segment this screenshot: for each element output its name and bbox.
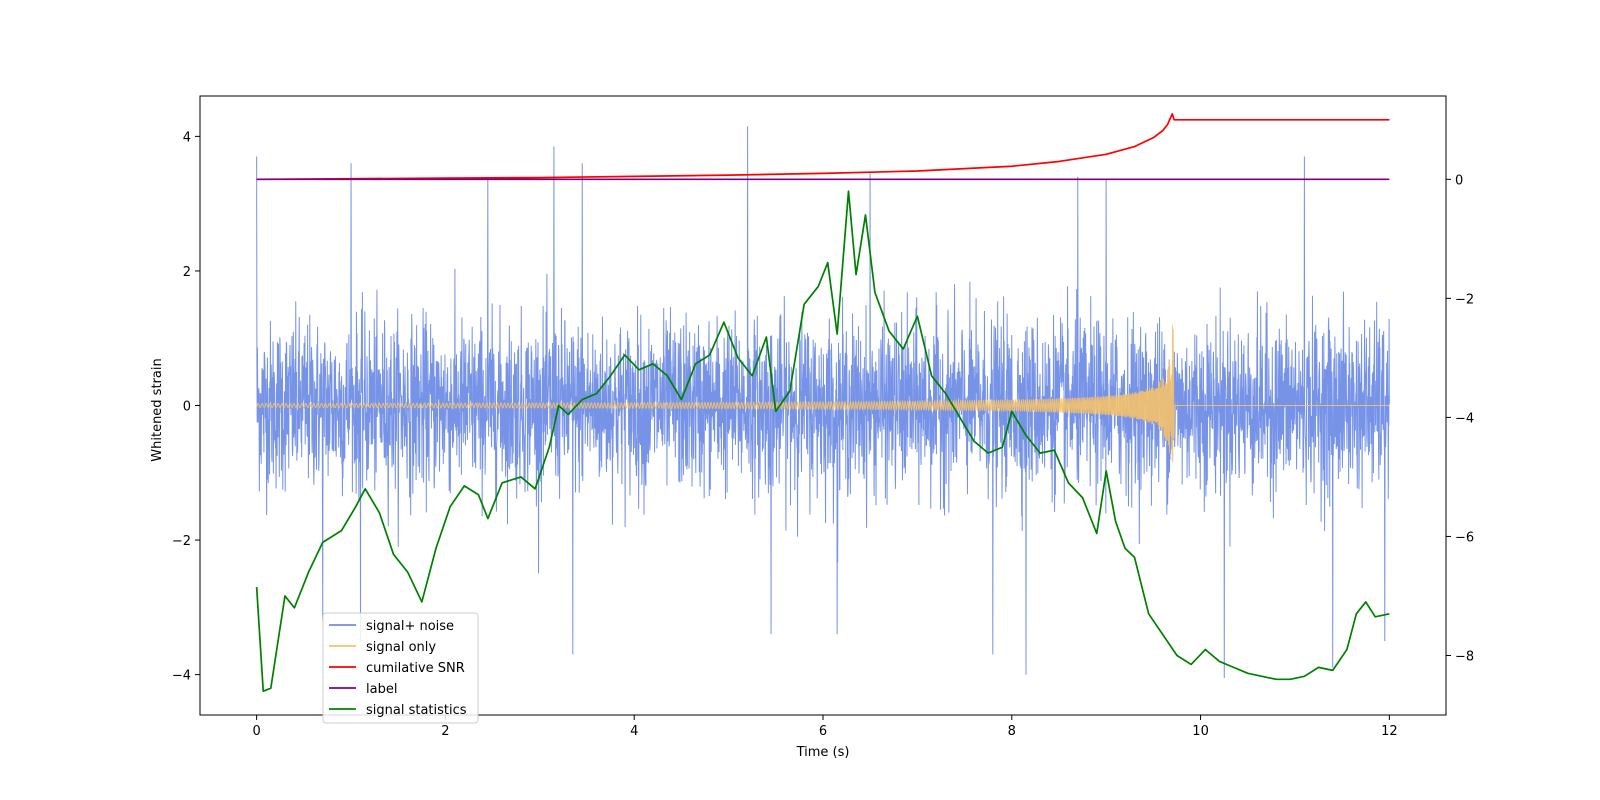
legend-label-label: label	[366, 682, 397, 697]
y-left-tick-label: −4	[172, 669, 191, 684]
y-right-tick-label: −8	[1455, 649, 1474, 664]
axes-layer: 0 2 4 6 8 10 12 −4 −2 0 2 4 −8 −6 −4 −2 0	[172, 130, 1474, 739]
series-signal-statistics	[255, 190, 1390, 693]
series-signal-noise	[256, 126, 1390, 678]
x-tick-label: 0	[252, 724, 260, 739]
legend-label-signal-noise: signal+ noise	[366, 619, 454, 634]
x-tick-label: 6	[819, 724, 827, 739]
x-tick-label: 12	[1381, 724, 1398, 739]
legend-label-signal-statistics: signal statistics	[366, 703, 467, 718]
x-axis-label: Time (s)	[796, 745, 850, 760]
legend-box	[322, 612, 479, 724]
legend-label-cumilative-snr: cumilative SNR	[366, 661, 465, 676]
x-tick-label: 8	[1008, 724, 1016, 739]
series-layer	[255, 113, 1390, 693]
x-tick-label: 2	[441, 724, 449, 739]
y-left-tick-label: −2	[172, 534, 191, 549]
y-right-tick-label: −4	[1455, 411, 1474, 426]
y-left-tick-label: 0	[183, 400, 191, 415]
legend: signal+ noise signal only cumilative SNR la…	[322, 612, 479, 724]
y-right-tick-label: 0	[1455, 173, 1463, 188]
legend-label-signal-only: signal only	[366, 640, 436, 655]
x-tick-label: 10	[1192, 724, 1209, 739]
y-left-tick-label: 4	[183, 130, 191, 145]
y-right-tick-label: −2	[1455, 292, 1474, 307]
series-cumulative-snr	[256, 113, 1390, 181]
series-signal-only	[256, 325, 1390, 463]
x-tick-label: 4	[630, 724, 638, 739]
y-axis-label: Whitened strain	[150, 358, 165, 461]
y-left-tick-label: 2	[183, 265, 191, 280]
y-right-tick-label: −6	[1455, 530, 1474, 545]
